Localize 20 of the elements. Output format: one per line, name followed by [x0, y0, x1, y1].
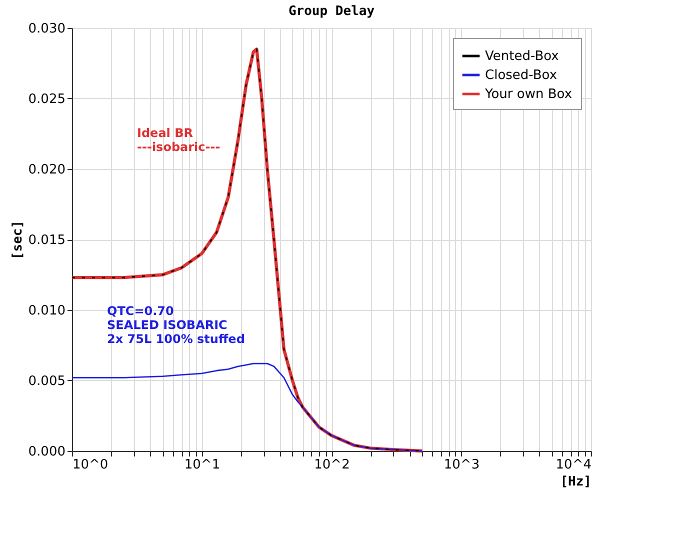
y-tick-label: 0.020 — [28, 162, 66, 178]
y-tick-label: 0.015 — [28, 233, 66, 248]
x-tick-label: 10^2 — [314, 458, 350, 472]
annotation: Ideal BR ---isobaric--- — [137, 126, 220, 154]
y-axis-title: [sec] — [10, 220, 26, 260]
x-tick-label: 10^0 — [72, 458, 108, 472]
x-tick-label: 10^1 — [184, 458, 220, 472]
chart-title: Group Delay — [288, 4, 375, 19]
y-tick-label: 0.030 — [28, 22, 66, 36]
y-tick-label: 0.010 — [28, 304, 66, 318]
legend-label: Your own Box — [484, 87, 572, 102]
y-tick-label: 0.005 — [28, 374, 66, 389]
legend-label: Vented-Box — [485, 49, 560, 64]
x-axis-title: [Hz] — [560, 474, 592, 490]
x-tick-label: 10^4 — [556, 458, 592, 472]
y-tick-label: 0.025 — [28, 92, 66, 107]
annotation: QTC=0.70 SEALED ISOBARIC 2x 75L 100% stuffed — [107, 304, 245, 346]
x-tick-label: 10^3 — [444, 458, 480, 472]
legend-label: Closed-Box — [485, 68, 558, 83]
y-tick-label: 0.000 — [28, 444, 66, 460]
